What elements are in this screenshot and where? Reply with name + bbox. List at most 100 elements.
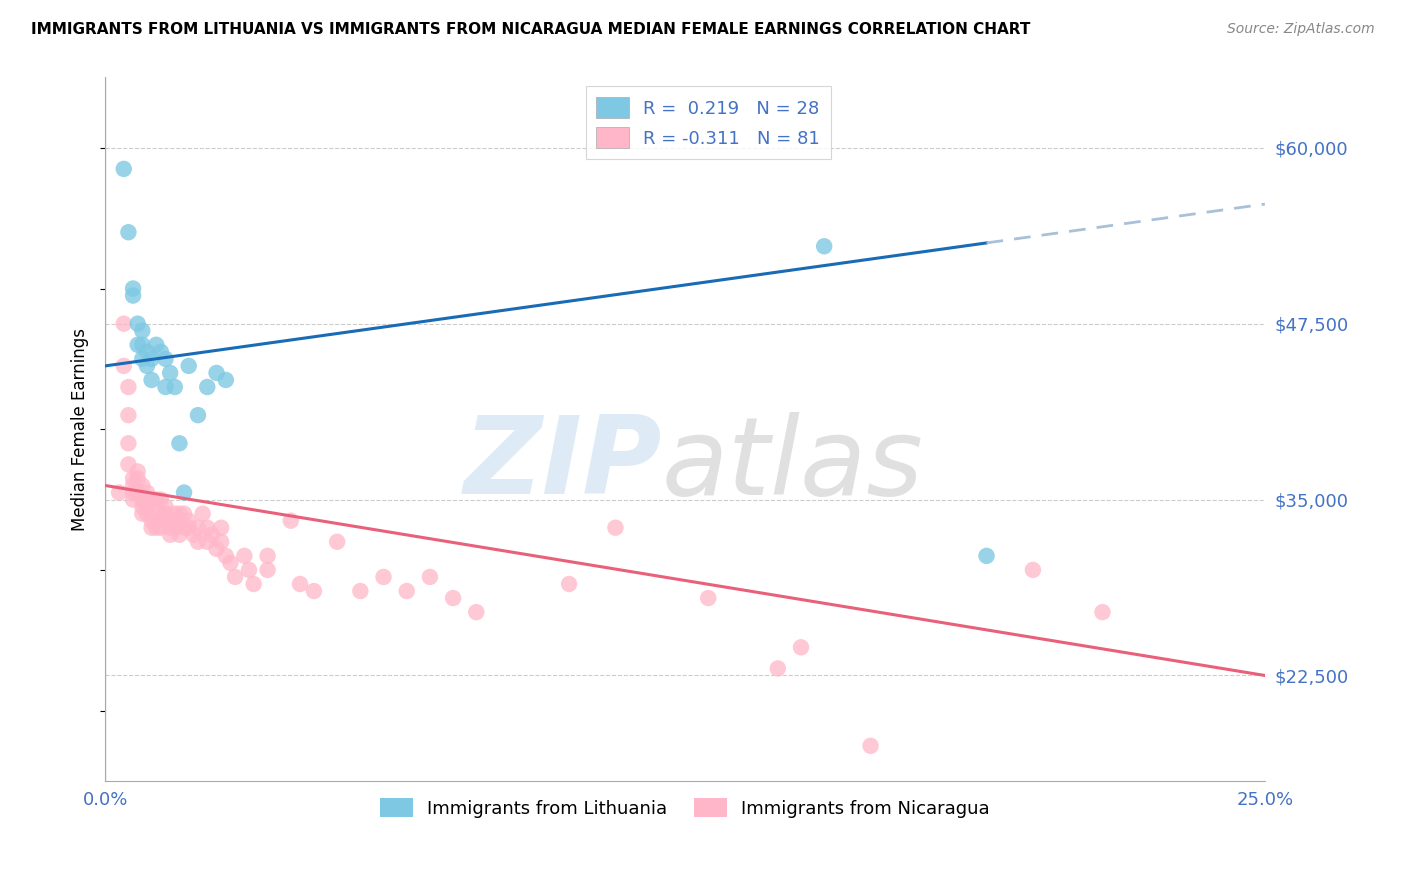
Point: [209, 534, 232, 549]
Point: [233, 549, 256, 563]
Point: [155, 380, 177, 394]
Point: [136, 359, 159, 373]
Point: [127, 471, 149, 485]
Point: [163, 380, 186, 394]
Point: [349, 584, 371, 599]
Point: [117, 458, 139, 472]
Point: [163, 507, 186, 521]
Point: [1091, 605, 1114, 619]
Point: [169, 527, 191, 541]
Point: [155, 351, 177, 366]
Point: [145, 521, 167, 535]
Point: [112, 317, 135, 331]
Point: [183, 527, 205, 541]
Point: [117, 408, 139, 422]
Point: [395, 584, 418, 599]
Point: [117, 225, 139, 239]
Point: [159, 527, 181, 541]
Point: [155, 500, 177, 514]
Point: [159, 514, 181, 528]
Point: [173, 521, 195, 535]
Point: [209, 521, 232, 535]
Point: [195, 380, 218, 394]
Point: [122, 471, 145, 485]
Point: [163, 521, 186, 535]
Point: [127, 465, 149, 479]
Point: [112, 359, 135, 373]
Y-axis label: Median Female Earnings: Median Female Earnings: [72, 327, 89, 531]
Point: [697, 591, 720, 605]
Point: [177, 514, 200, 528]
Point: [441, 591, 464, 605]
Point: [159, 521, 181, 535]
Point: [149, 492, 172, 507]
Point: [127, 485, 149, 500]
Point: [141, 521, 163, 535]
Point: [173, 507, 195, 521]
Point: [169, 507, 191, 521]
Point: [141, 492, 163, 507]
Point: [256, 563, 278, 577]
Point: [136, 485, 159, 500]
Point: [256, 549, 278, 563]
Point: [205, 541, 228, 556]
Point: [187, 521, 209, 535]
Point: [122, 485, 145, 500]
Point: [205, 366, 228, 380]
Point: [112, 161, 135, 176]
Point: [136, 507, 159, 521]
Point: [122, 492, 145, 507]
Point: [177, 521, 200, 535]
Point: [136, 344, 159, 359]
Point: [122, 288, 145, 302]
Point: [141, 373, 163, 387]
Point: [131, 338, 153, 352]
Point: [117, 380, 139, 394]
Point: [813, 239, 835, 253]
Point: [149, 344, 172, 359]
Point: [117, 436, 139, 450]
Point: [215, 549, 238, 563]
Point: [215, 373, 238, 387]
Point: [177, 359, 200, 373]
Point: [149, 507, 172, 521]
Point: [302, 584, 325, 599]
Point: [173, 485, 195, 500]
Point: [131, 478, 153, 492]
Text: IMMIGRANTS FROM LITHUANIA VS IMMIGRANTS FROM NICARAGUA MEDIAN FEMALE EARNINGS CO: IMMIGRANTS FROM LITHUANIA VS IMMIGRANTS …: [31, 22, 1031, 37]
Point: [465, 605, 488, 619]
Point: [280, 514, 302, 528]
Point: [169, 514, 191, 528]
Point: [187, 534, 209, 549]
Point: [141, 351, 163, 366]
Point: [136, 500, 159, 514]
Point: [108, 485, 131, 500]
Point: [169, 436, 191, 450]
Point: [191, 507, 214, 521]
Point: [155, 507, 177, 521]
Point: [155, 514, 177, 528]
Text: Source: ZipAtlas.com: Source: ZipAtlas.com: [1227, 22, 1375, 37]
Point: [976, 549, 998, 563]
Point: [558, 577, 581, 591]
Point: [201, 527, 224, 541]
Text: atlas: atlas: [662, 412, 924, 516]
Point: [131, 351, 153, 366]
Point: [145, 338, 167, 352]
Point: [122, 478, 145, 492]
Point: [145, 492, 167, 507]
Point: [373, 570, 395, 584]
Point: [224, 570, 246, 584]
Point: [288, 577, 311, 591]
Point: [1022, 563, 1045, 577]
Point: [238, 563, 260, 577]
Point: [141, 507, 163, 521]
Point: [131, 500, 153, 514]
Point: [766, 661, 789, 675]
Point: [790, 640, 813, 655]
Point: [195, 534, 218, 549]
Point: [141, 514, 163, 528]
Point: [127, 317, 149, 331]
Point: [859, 739, 882, 753]
Point: [131, 492, 153, 507]
